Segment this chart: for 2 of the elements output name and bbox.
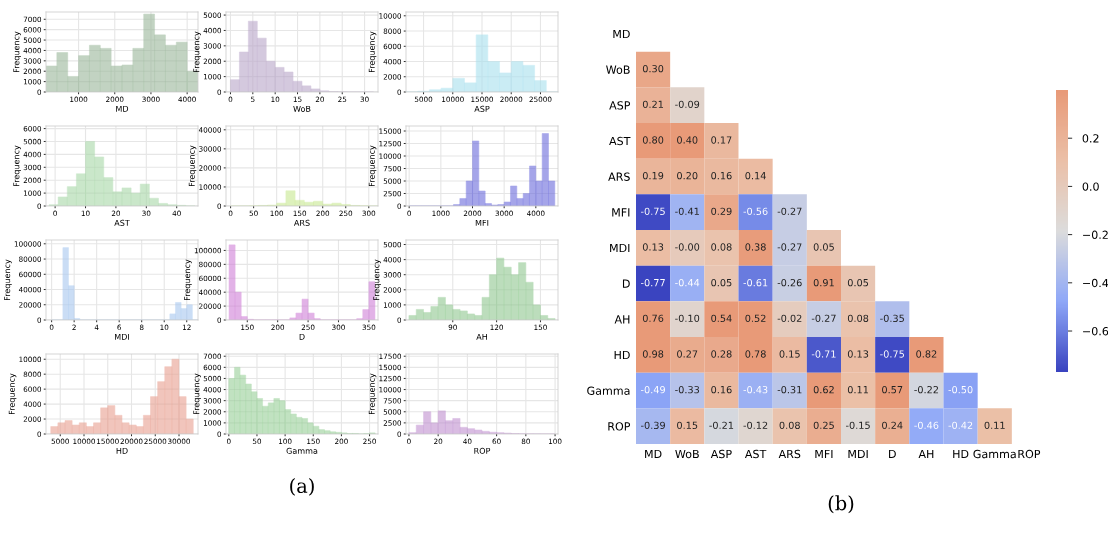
- text: (b): [828, 495, 854, 514]
- text: (a): [290, 478, 314, 496]
